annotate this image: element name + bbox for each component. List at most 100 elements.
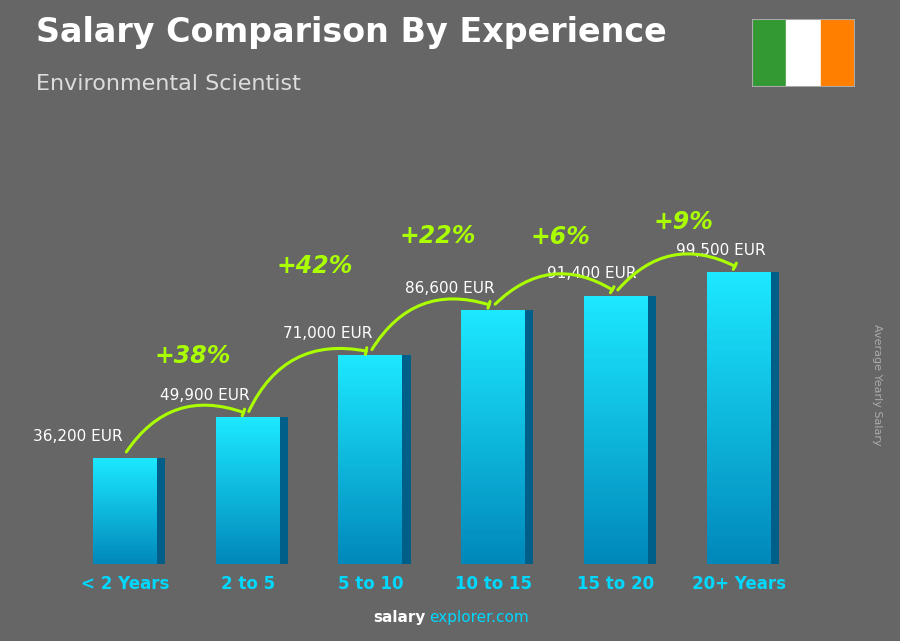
Bar	[93, 538, 157, 539]
Bar	[93, 470, 157, 472]
Bar	[706, 549, 770, 554]
Bar	[216, 456, 280, 459]
Bar	[216, 520, 280, 522]
Bar	[93, 546, 157, 548]
Bar	[462, 369, 525, 373]
Bar	[821, 19, 855, 87]
Bar	[584, 309, 648, 313]
Bar	[338, 491, 402, 495]
Polygon shape	[525, 310, 534, 564]
Bar	[338, 515, 402, 519]
Bar	[584, 497, 648, 501]
Bar	[706, 281, 770, 287]
Bar	[93, 557, 157, 559]
Bar	[216, 530, 280, 532]
Bar	[584, 435, 648, 439]
Bar	[93, 476, 157, 478]
Bar	[462, 348, 525, 352]
Polygon shape	[280, 417, 288, 564]
Bar	[706, 296, 770, 301]
Bar	[462, 483, 525, 488]
Bar	[93, 483, 157, 485]
Bar	[706, 315, 770, 320]
Bar	[216, 495, 280, 498]
Bar	[706, 335, 770, 340]
Bar	[216, 493, 280, 495]
Bar	[462, 504, 525, 509]
Bar	[338, 449, 402, 453]
Bar	[216, 545, 280, 547]
Bar	[706, 354, 770, 360]
Bar	[706, 452, 770, 457]
Bar	[584, 340, 648, 345]
Bar	[338, 474, 402, 477]
Bar	[216, 467, 280, 469]
Bar	[93, 497, 157, 499]
Bar	[706, 525, 770, 530]
Bar	[706, 345, 770, 350]
Bar	[216, 428, 280, 429]
Bar	[93, 560, 157, 562]
Bar	[216, 469, 280, 471]
Bar	[584, 555, 648, 560]
Bar	[338, 484, 402, 488]
Bar	[93, 511, 157, 513]
Bar	[93, 506, 157, 508]
Bar	[706, 369, 770, 374]
Bar	[584, 367, 648, 372]
Bar	[93, 499, 157, 500]
Bar	[216, 491, 280, 493]
Bar	[462, 327, 525, 331]
Bar	[462, 331, 525, 335]
Bar	[93, 545, 157, 546]
Bar	[462, 386, 525, 390]
Bar	[584, 426, 648, 430]
Bar	[93, 548, 157, 550]
Bar	[706, 433, 770, 437]
Bar	[216, 425, 280, 428]
Bar	[338, 508, 402, 512]
Bar	[462, 352, 525, 356]
Text: 91,400 EUR: 91,400 EUR	[546, 267, 636, 281]
Bar	[584, 412, 648, 417]
Bar	[706, 394, 770, 399]
Bar	[216, 435, 280, 437]
Bar	[584, 408, 648, 412]
Bar	[706, 559, 770, 564]
Bar	[93, 543, 157, 545]
Bar	[216, 562, 280, 564]
Bar	[93, 474, 157, 476]
Bar	[462, 318, 525, 322]
Bar	[584, 560, 648, 564]
Bar	[216, 498, 280, 501]
Bar	[462, 310, 525, 314]
Bar	[706, 447, 770, 452]
Bar	[462, 488, 525, 492]
Bar	[216, 542, 280, 545]
Bar	[706, 437, 770, 442]
Bar	[216, 554, 280, 557]
Bar	[338, 390, 402, 394]
Bar	[584, 417, 648, 421]
Bar	[462, 509, 525, 513]
Bar	[216, 422, 280, 425]
Bar	[706, 472, 770, 476]
Bar	[584, 443, 648, 447]
Bar	[338, 533, 402, 537]
Bar	[338, 442, 402, 446]
Bar	[706, 545, 770, 549]
Bar	[584, 506, 648, 510]
Bar	[216, 449, 280, 452]
Bar	[338, 383, 402, 387]
Bar	[706, 491, 770, 496]
Bar	[462, 344, 525, 348]
Bar	[93, 509, 157, 511]
Bar	[462, 437, 525, 441]
Bar	[462, 445, 525, 449]
Bar	[338, 376, 402, 380]
Bar	[93, 469, 157, 470]
Bar	[706, 350, 770, 354]
Bar	[338, 557, 402, 561]
Bar	[216, 462, 280, 464]
Bar	[93, 502, 157, 504]
